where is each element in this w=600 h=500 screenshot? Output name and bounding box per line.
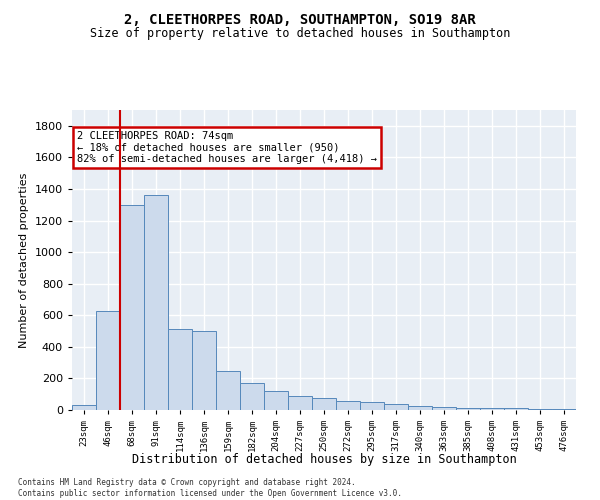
Bar [168, 330, 192, 410]
Bar [528, 409, 552, 410]
Bar [72, 406, 96, 410]
Bar [504, 408, 528, 410]
Bar [240, 383, 264, 410]
Bar [312, 398, 336, 410]
Bar [360, 402, 384, 410]
Bar [552, 409, 576, 410]
Y-axis label: Number of detached properties: Number of detached properties [19, 172, 29, 348]
Text: 2, CLEETHORPES ROAD, SOUTHAMPTON, SO19 8AR: 2, CLEETHORPES ROAD, SOUTHAMPTON, SO19 8… [124, 12, 476, 26]
Bar [456, 408, 480, 410]
Bar [336, 400, 360, 410]
Text: Contains HM Land Registry data © Crown copyright and database right 2024.
Contai: Contains HM Land Registry data © Crown c… [18, 478, 402, 498]
Bar [264, 391, 288, 410]
Bar [288, 396, 312, 410]
Bar [216, 370, 240, 410]
Bar [432, 407, 456, 410]
Text: 2 CLEETHORPES ROAD: 74sqm
← 18% of detached houses are smaller (950)
82% of semi: 2 CLEETHORPES ROAD: 74sqm ← 18% of detac… [77, 131, 377, 164]
Bar [96, 310, 120, 410]
Text: Size of property relative to detached houses in Southampton: Size of property relative to detached ho… [90, 28, 510, 40]
Bar [120, 204, 144, 410]
Bar [192, 331, 216, 410]
Text: Distribution of detached houses by size in Southampton: Distribution of detached houses by size … [131, 454, 517, 466]
Bar [384, 404, 408, 410]
Bar [144, 196, 168, 410]
Bar [480, 408, 504, 410]
Bar [408, 406, 432, 410]
